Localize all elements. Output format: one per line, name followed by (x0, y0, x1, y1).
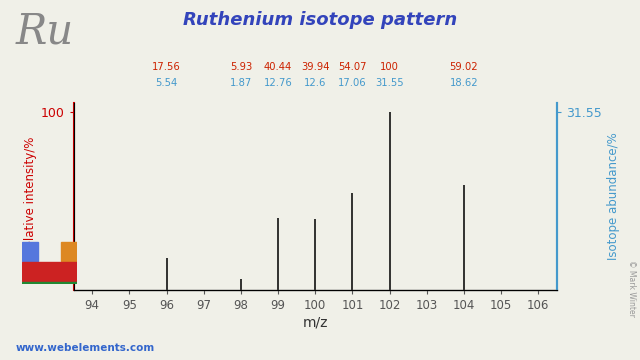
Bar (22, 282, 77, 284)
X-axis label: m/z: m/z (303, 316, 328, 330)
Y-axis label: Isotope abundance/%: Isotope abundance/% (607, 132, 620, 260)
Text: Ru: Ru (16, 11, 74, 53)
Text: 100: 100 (380, 62, 399, 72)
Text: 59.02: 59.02 (449, 62, 478, 72)
Text: 5.54: 5.54 (156, 78, 178, 88)
Text: © Mark Winter: © Mark Winter (627, 260, 636, 317)
Text: 5.93: 5.93 (230, 62, 252, 72)
Bar (22, 262, 77, 281)
Text: 54.07: 54.07 (338, 62, 367, 72)
Text: 17.06: 17.06 (338, 78, 367, 88)
Text: 39.94: 39.94 (301, 62, 330, 72)
Text: www.webelements.com: www.webelements.com (16, 343, 156, 353)
Text: 31.55: 31.55 (375, 78, 404, 88)
Text: 12.6: 12.6 (304, 78, 326, 88)
Bar (22, 242, 38, 261)
Text: 18.62: 18.62 (449, 78, 478, 88)
Y-axis label: Relative intensity/%: Relative intensity/% (24, 137, 36, 255)
Bar (61, 242, 77, 261)
Text: 12.76: 12.76 (264, 78, 292, 88)
Text: Ruthenium isotope pattern: Ruthenium isotope pattern (183, 11, 457, 29)
Text: 17.56: 17.56 (152, 62, 181, 72)
Text: 1.87: 1.87 (230, 78, 252, 88)
Text: 40.44: 40.44 (264, 62, 292, 72)
